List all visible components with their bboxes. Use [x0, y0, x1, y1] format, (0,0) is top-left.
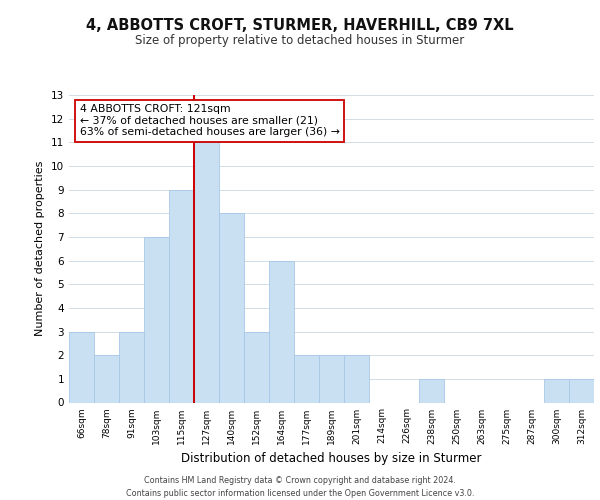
Bar [569, 379, 594, 402]
Text: Size of property relative to detached houses in Sturmer: Size of property relative to detached ho… [136, 34, 464, 47]
Bar [269, 260, 294, 402]
Y-axis label: Number of detached properties: Number of detached properties [35, 161, 46, 336]
Text: Contains HM Land Registry data © Crown copyright and database right 2024.
Contai: Contains HM Land Registry data © Crown c… [126, 476, 474, 498]
Bar [144, 237, 169, 402]
Bar [119, 332, 144, 402]
Text: 4 ABBOTTS CROFT: 121sqm
← 37% of detached houses are smaller (21)
63% of semi-de: 4 ABBOTTS CROFT: 121sqm ← 37% of detache… [79, 104, 340, 138]
Text: 4, ABBOTTS CROFT, STURMER, HAVERHILL, CB9 7XL: 4, ABBOTTS CROFT, STURMER, HAVERHILL, CB… [86, 18, 514, 33]
Bar [319, 355, 344, 403]
Bar [294, 355, 319, 403]
Bar [169, 190, 194, 402]
Bar [344, 355, 369, 403]
Bar [69, 332, 94, 402]
X-axis label: Distribution of detached houses by size in Sturmer: Distribution of detached houses by size … [181, 452, 482, 465]
Bar [94, 355, 119, 403]
Bar [419, 379, 444, 402]
Bar [219, 214, 244, 402]
Bar [194, 142, 219, 402]
Bar [244, 332, 269, 402]
Bar [544, 379, 569, 402]
